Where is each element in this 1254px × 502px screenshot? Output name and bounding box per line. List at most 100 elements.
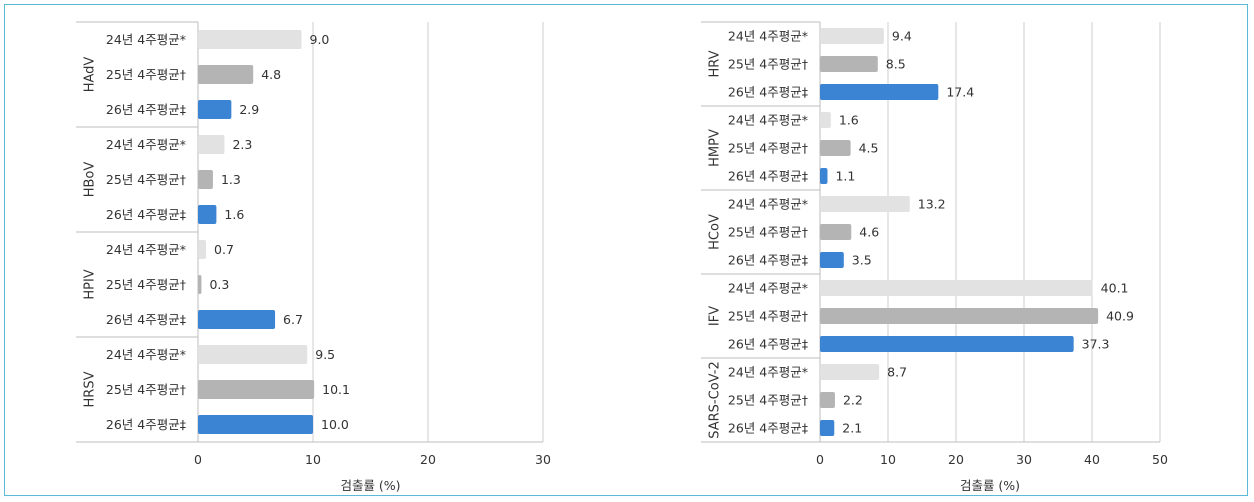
bar-ifv-2 xyxy=(820,336,1074,352)
category-label-ifv-2: 26년 4주평균‡ xyxy=(728,337,808,352)
bar-hpiv-1 xyxy=(198,275,202,294)
data-label-hcov-2: 3.5 xyxy=(852,253,872,268)
category-label-hrsv-1: 25년 4주평균† xyxy=(106,382,186,397)
bar-hcov-1 xyxy=(820,224,852,240)
bar-hmpv-0 xyxy=(820,112,831,128)
category-label-hpiv-2: 26년 4주평균‡ xyxy=(106,312,186,327)
data-label-hadv-2: 2.9 xyxy=(239,102,259,117)
bar-hmpv-2 xyxy=(820,168,828,184)
category-label-hpiv-1: 25년 4주평균† xyxy=(106,277,186,292)
tick-label-right-0: 0 xyxy=(816,452,824,467)
category-label-hmpv-2: 26년 4주평균‡ xyxy=(728,169,808,184)
tick-label-left-1: 10 xyxy=(305,452,321,467)
data-label-hcov-0: 13.2 xyxy=(918,197,946,212)
data-label-hpiv-0: 0.7 xyxy=(214,242,234,257)
bar-hbov-0 xyxy=(198,135,225,154)
category-label-hadv-2: 26년 4주평균‡ xyxy=(106,102,186,117)
data-label-ifv-2: 37.3 xyxy=(1082,337,1110,352)
data-label-sars-cov-2-0: 8.7 xyxy=(887,365,907,380)
group-label-hpiv: HPIV xyxy=(83,269,98,299)
bar-hbov-2 xyxy=(198,205,217,224)
tick-label-right-2: 20 xyxy=(948,452,964,467)
tick-label-right-3: 30 xyxy=(1016,452,1032,467)
category-label-hcov-2: 26년 4주평균‡ xyxy=(728,253,808,268)
category-label-hrsv-2: 26년 4주평균‡ xyxy=(106,417,186,432)
data-label-hmpv-2: 1.1 xyxy=(835,169,855,184)
category-label-hmpv-0: 24년 4주평균* xyxy=(728,113,808,128)
bar-hrv-0 xyxy=(820,28,884,44)
category-label-hmpv-1: 25년 4주평균† xyxy=(728,141,808,156)
bar-hadv-0 xyxy=(198,30,302,49)
data-label-hadv-0: 9.0 xyxy=(310,32,330,47)
tick-label-left-3: 30 xyxy=(535,452,551,467)
bar-hbov-1 xyxy=(198,170,213,189)
x-axis-title-left: 검출률 (%) xyxy=(340,478,400,493)
tick-label-left-0: 0 xyxy=(194,452,202,467)
group-label-hadv: HAdV xyxy=(83,57,98,93)
tick-label-left-2: 20 xyxy=(420,452,436,467)
bar-hrsv-1 xyxy=(198,380,315,399)
category-label-sars-cov-2-0: 24년 4주평균* xyxy=(728,365,808,380)
bar-hcov-2 xyxy=(820,252,844,268)
category-label-hrv-0: 24년 4주평균* xyxy=(728,29,808,44)
group-label-hmpv: HMPV xyxy=(708,129,723,167)
category-label-hbov-1: 25년 4주평균† xyxy=(106,172,186,187)
data-label-hrsv-1: 10.1 xyxy=(322,382,350,397)
data-label-sars-cov-2-2: 2.1 xyxy=(842,421,862,436)
data-label-hbov-1: 1.3 xyxy=(221,172,241,187)
category-label-hpiv-0: 24년 4주평균* xyxy=(106,242,186,257)
category-label-hcov-1: 25년 4주평균† xyxy=(728,225,808,240)
bar-hrsv-0 xyxy=(198,345,308,364)
data-label-ifv-1: 40.9 xyxy=(1106,309,1134,324)
category-label-ifv-0: 24년 4주평균* xyxy=(728,281,808,296)
data-label-hrv-2: 17.4 xyxy=(946,85,974,100)
category-label-sars-cov-2-2: 26년 4주평균‡ xyxy=(728,421,808,436)
category-label-hcov-0: 24년 4주평균* xyxy=(728,197,808,212)
bar-sars-cov-2-1 xyxy=(820,392,835,408)
bar-hadv-2 xyxy=(198,100,232,119)
group-label-sars-cov-2: SARS-CoV-2 xyxy=(708,361,723,439)
data-label-hmpv-1: 4.5 xyxy=(859,141,879,156)
bar-sars-cov-2-0 xyxy=(820,364,880,380)
bar-hcov-0 xyxy=(820,196,910,212)
bar-ifv-0 xyxy=(820,280,1093,296)
data-label-hrsv-2: 10.0 xyxy=(321,417,349,432)
group-label-hrv: HRV xyxy=(708,50,723,77)
tick-label-right-5: 50 xyxy=(1152,452,1168,467)
bar-hadv-1 xyxy=(198,65,254,84)
group-label-hbov: HBoV xyxy=(83,162,98,198)
data-label-hmpv-0: 1.6 xyxy=(839,113,859,128)
category-label-hadv-0: 24년 4주평균* xyxy=(106,32,186,47)
data-label-sars-cov-2-1: 2.2 xyxy=(843,393,863,408)
x-axis-title-right: 검출률 (%) xyxy=(960,478,1020,493)
data-label-hrsv-0: 9.5 xyxy=(315,347,335,362)
data-label-hpiv-2: 6.7 xyxy=(283,312,303,327)
data-label-hadv-1: 4.8 xyxy=(261,67,281,82)
bar-sars-cov-2-2 xyxy=(820,420,835,436)
bar-ifv-1 xyxy=(820,308,1099,324)
data-label-hbov-2: 1.6 xyxy=(224,207,244,222)
tick-label-right-4: 40 xyxy=(1084,452,1100,467)
data-label-ifv-0: 40.1 xyxy=(1101,281,1129,296)
data-label-hcov-1: 4.6 xyxy=(859,225,879,240)
category-label-hbov-0: 24년 4주평균* xyxy=(106,137,186,152)
category-label-hrv-1: 25년 4주평균† xyxy=(728,57,808,72)
group-label-hcov: HCoV xyxy=(708,214,723,250)
tick-label-right-1: 10 xyxy=(880,452,896,467)
chart-frame xyxy=(4,4,1248,496)
category-label-hrv-2: 26년 4주평균‡ xyxy=(728,85,808,100)
category-label-hrsv-0: 24년 4주평균* xyxy=(106,347,186,362)
bar-hrv-2 xyxy=(820,84,939,100)
data-label-hbov-0: 2.3 xyxy=(232,137,252,152)
category-label-hbov-2: 26년 4주평균‡ xyxy=(106,207,186,222)
bar-hrsv-2 xyxy=(198,415,313,434)
category-label-hadv-1: 25년 4주평균† xyxy=(106,67,186,82)
group-label-ifv: IFV xyxy=(708,306,723,326)
group-label-hrsv: HRSV xyxy=(83,371,98,407)
data-label-hrv-1: 8.5 xyxy=(886,57,906,72)
bar-hmpv-1 xyxy=(820,140,851,156)
category-label-sars-cov-2-1: 25년 4주평균† xyxy=(728,393,808,408)
bar-hrv-1 xyxy=(820,56,878,72)
data-label-hrv-0: 9.4 xyxy=(892,29,912,44)
